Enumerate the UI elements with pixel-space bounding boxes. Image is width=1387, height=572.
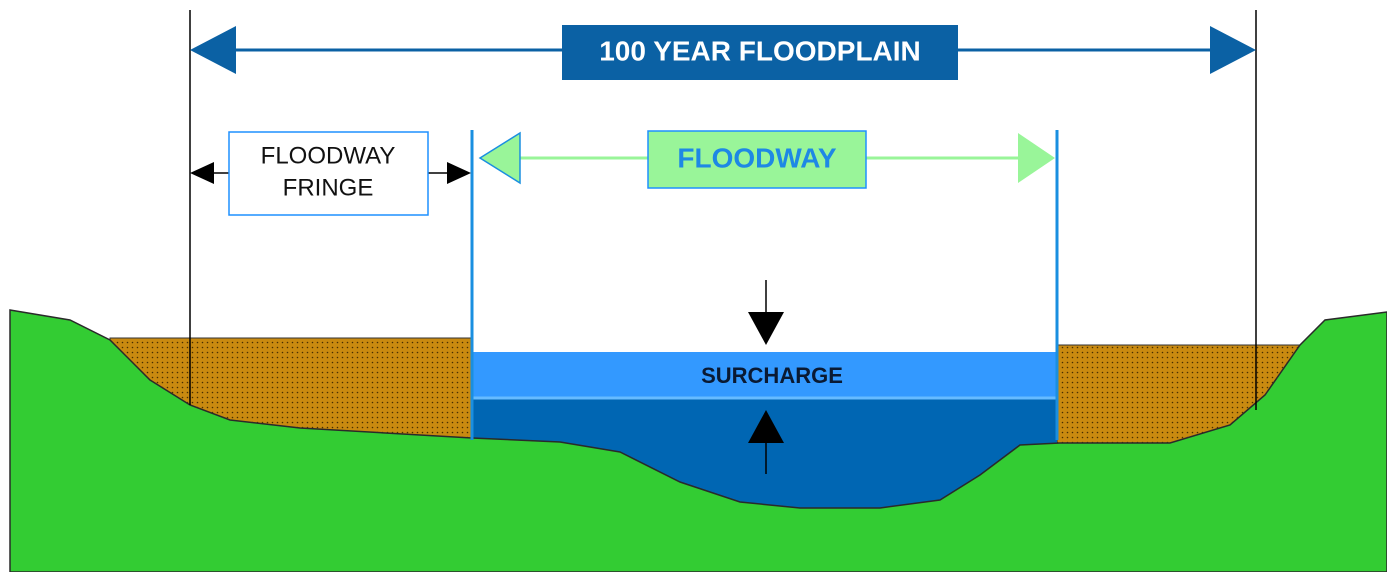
fringe-label: FLOODWAY <box>261 142 396 169</box>
arrowhead <box>447 162 471 184</box>
arrowhead <box>190 26 236 74</box>
arrowhead <box>480 133 520 183</box>
floodplain-label: 100 YEAR FLOODPLAIN <box>599 35 921 66</box>
arrowhead <box>1018 133 1055 183</box>
fringe-label: FRINGE <box>283 174 374 201</box>
arrowhead <box>748 312 784 345</box>
surcharge-label: SURCHARGE <box>701 363 843 388</box>
arrowhead <box>190 162 214 184</box>
floodway-label: FLOODWAY <box>677 142 837 173</box>
floodplain-diagram: 100 YEAR FLOODPLAIN FLOODWAY FLOODWAY FR… <box>0 0 1387 572</box>
arrowhead <box>1210 26 1256 74</box>
